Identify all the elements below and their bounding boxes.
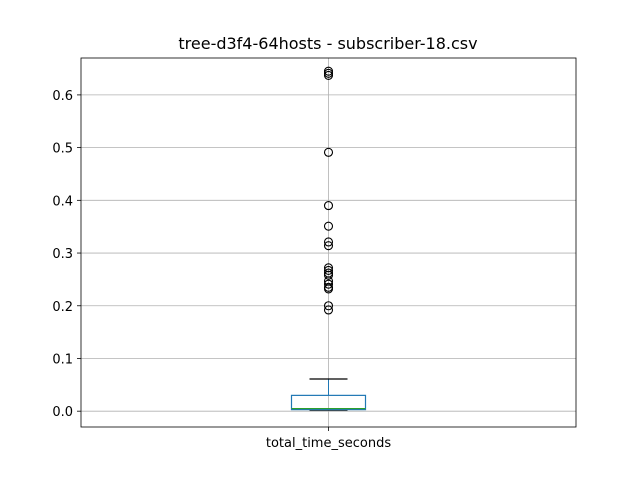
axes-frame [80,57,577,428]
outlier-point [323,201,334,211]
y-tick-label: 0.3 [52,247,73,262]
outlier-point [323,284,334,294]
outlier-point [323,70,334,80]
outlier-point [323,241,334,251]
y-tick-label: 0.5 [52,142,73,157]
outlier-point [323,265,334,275]
x-tick-label: total_time_seconds [266,436,391,451]
outlier-point [323,270,334,280]
outlier-point [323,301,334,311]
outlier-point [323,147,334,157]
chart-title: tree-d3f4-64hosts - subscriber-18.csv [178,34,477,53]
y-tick-label: 0.2 [52,300,73,315]
outlier-point [323,237,334,247]
outlier-point [323,279,334,289]
tick-layer: 0.0 0.1 0.2 0.3 0.4 0.5 0.6 total_time_seconds [52,89,391,451]
y-tick-label: 0.1 [52,352,73,367]
y-tick-label: 0.4 [52,194,73,209]
y-tick-label: 0.6 [52,89,73,104]
outlier-point [323,305,334,315]
y-tick-label: 0.0 [52,405,73,420]
iqr-box [290,394,367,411]
box-layer [290,66,367,411]
outlier-point [323,221,334,231]
outlier-point [323,263,334,273]
